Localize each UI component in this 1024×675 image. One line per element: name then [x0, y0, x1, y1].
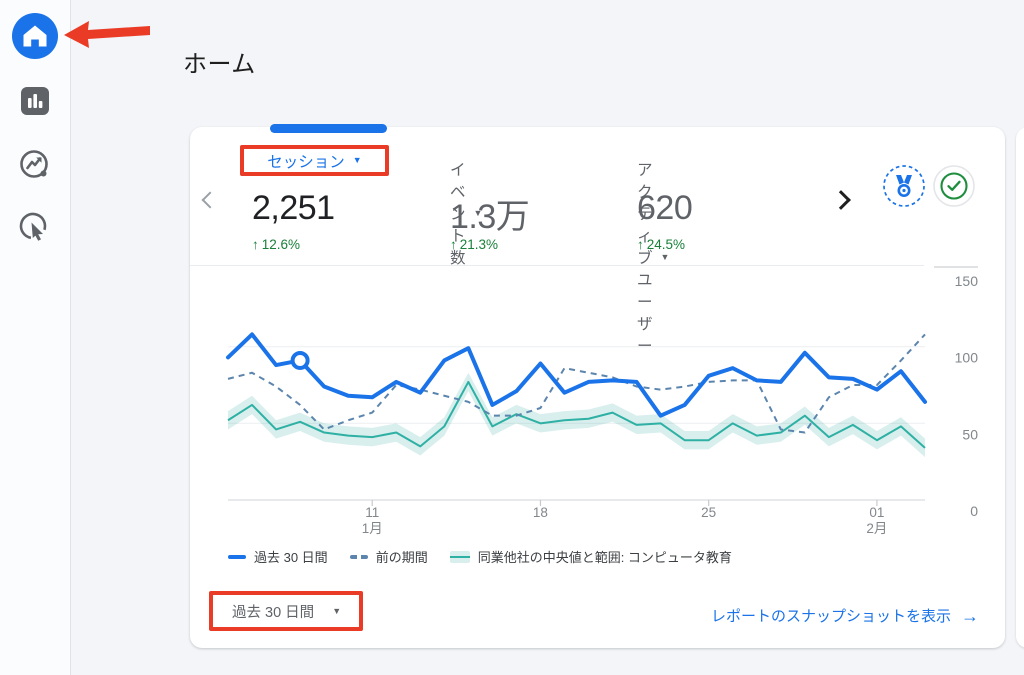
ads-target-cursor-icon [19, 212, 47, 241]
up-arrow-icon: ↑ [252, 237, 259, 252]
legend-swatch-dashed [349, 554, 368, 559]
x-axis-sublabel: 1月 [362, 521, 383, 536]
legend-item: 前の期間 [349, 547, 428, 566]
previous-period-line [227, 333, 926, 434]
status-ok-button[interactable] [932, 164, 976, 211]
metric-selector-events[interactable]: イベント数 ▼ [450, 158, 482, 268]
up-arrow-icon: ↑ [637, 237, 644, 252]
legend-swatch-solid [228, 554, 246, 559]
past-30-days-line [226, 332, 927, 418]
legend-label: 前の期間 [375, 550, 428, 565]
green-check-icon [933, 165, 975, 207]
chevron-right-icon [831, 190, 851, 210]
metric-delta: ↑ 21.3% [450, 237, 498, 252]
delta-value: 24.5% [646, 237, 686, 252]
sidebar-item-home[interactable] [12, 13, 58, 62]
scroll-metrics-right-button[interactable] [831, 190, 852, 210]
metric-value: 1.3万 [450, 198, 530, 236]
legend-item: 過去 30 日間 [228, 547, 328, 566]
delta-value: 12.6% [261, 237, 301, 252]
metric-label: セッション [267, 153, 345, 171]
legend-label: 過去 30 日間 [254, 550, 328, 565]
up-arrow-icon: ↑ [450, 237, 457, 252]
home-icon [12, 13, 58, 59]
benchmark-badge-button[interactable] [882, 164, 926, 211]
explore-zigzag-icon [20, 150, 48, 178]
metric-delta: ↑ 24.5% [637, 237, 685, 252]
x-axis-label: 01 [869, 505, 884, 520]
sidebar-item-reports[interactable] [21, 87, 49, 118]
benchmark-medal-icon [883, 165, 925, 207]
data-point-marker [290, 350, 310, 370]
x-axis-label: 18 [533, 505, 548, 520]
sidebar-item-advertising[interactable] [18, 211, 52, 248]
y-axis-label: 0 [970, 503, 978, 519]
x-axis-label: 11 [365, 505, 379, 520]
dropdown-arrow-icon: ▼ [660, 251, 670, 262]
right-arrow-icon: → [961, 605, 979, 626]
metric-selector-sessions[interactable]: セッション ▼ [240, 145, 389, 176]
metric-label: アクティブ ユーザー [637, 162, 653, 355]
delta-value: 21.3% [459, 237, 499, 252]
scroll-metrics-left-button[interactable] [201, 191, 222, 209]
active-tab-indicator[interactable] [270, 124, 387, 133]
date-range-selector[interactable]: 過去 30 日間 ▼ [209, 591, 363, 631]
metric-selector-active-users[interactable]: アクティブ ユーザー ▼ [637, 158, 669, 356]
home-overview-card: セッション ▼ 2,251 ↑ 12.6% イベント数 ▼ 1.3万 [190, 124, 1005, 648]
date-range-label: 過去 30 日間 [232, 604, 315, 621]
legend-item: 同業他社の中央値と範囲: コンピュータ教育 [449, 547, 732, 566]
metric-delta: ↑ 12.6% [252, 237, 300, 252]
chart-legend: 過去 30 日間 前の期間 同業他社の中央値と範囲: コンピュータ教育 [228, 547, 732, 566]
header-divider [190, 265, 924, 266]
x-axis-label: 25 [701, 505, 716, 520]
adjacent-card-edge [1016, 127, 1024, 648]
dropdown-arrow-icon: ▼ [473, 207, 483, 218]
metrics-header: セッション ▼ 2,251 ↑ 12.6% イベント数 ▼ 1.3万 [190, 127, 1005, 355]
chevron-left-icon [201, 191, 219, 209]
dropdown-arrow-icon: ▼ [352, 155, 362, 165]
bar-chart-icon [21, 87, 49, 115]
y-axis-label: 150 [955, 273, 979, 289]
x-axis-sublabel: 2月 [866, 521, 887, 536]
y-axis-label: 50 [962, 426, 978, 442]
sidebar-nav [0, 0, 71, 675]
legend-swatch-band [449, 550, 470, 563]
y-axis-label: 100 [955, 350, 979, 366]
benchmark-median-line [227, 380, 926, 449]
metric-value: 620 [637, 189, 693, 227]
sidebar-item-explore[interactable] [18, 148, 52, 185]
dropdown-arrow-icon: ▼ [332, 605, 342, 616]
link-label: レポートのスナップショットを表示 [710, 608, 951, 625]
metric-label: イベント数 [450, 162, 466, 267]
page-title: ホーム [183, 51, 256, 78]
view-reports-snapshot-link[interactable]: レポートのスナップショットを表示 → [711, 605, 979, 626]
metric-value: 2,251 [252, 189, 335, 227]
legend-label: 同業他社の中央値と範囲: コンピュータ教育 [477, 550, 732, 565]
main-content: ホーム セッション ▼ 2,251 ↑ 12.6% [70, 0, 1024, 675]
